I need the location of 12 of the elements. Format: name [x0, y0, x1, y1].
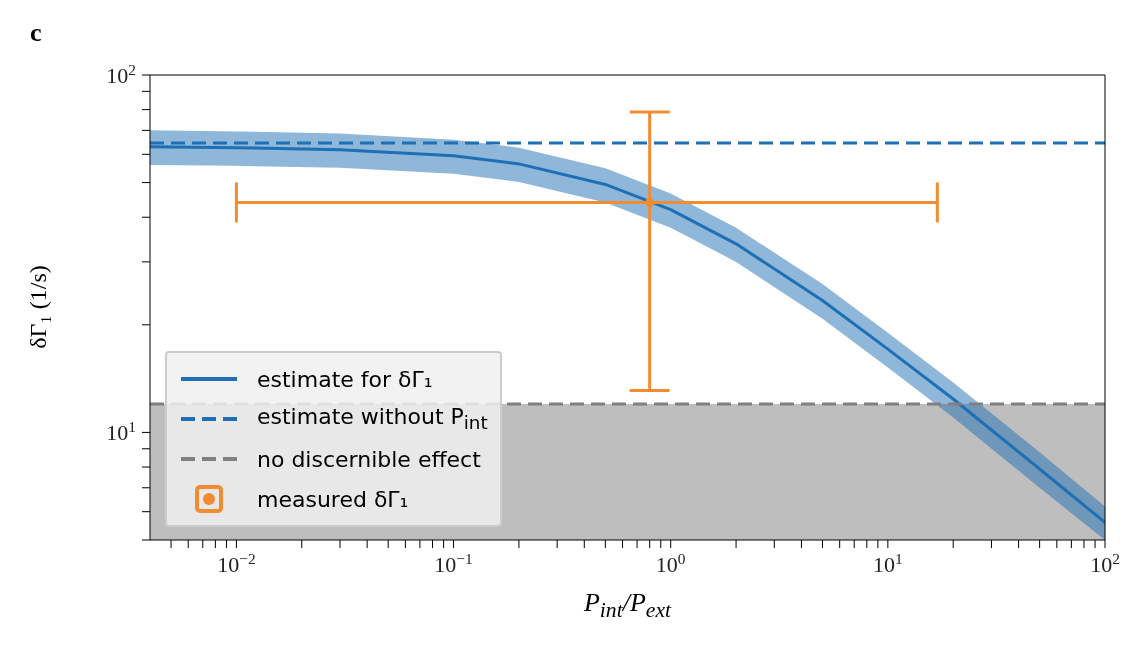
x-tick-label: 10$^{−2}$ [217, 549, 256, 577]
chart-title: c [30, 18, 42, 48]
legend-label: estimate for δΓ₁ [257, 366, 433, 392]
x-tick-label: 10$^{1}$ [873, 549, 903, 577]
x-tick-label: 10$^{−1}$ [434, 549, 473, 577]
legend-label: measured δΓ₁ [257, 486, 409, 512]
y-axis-title: δΓ₁ (1/s) [24, 265, 52, 349]
legend-label: no discernible effect [257, 446, 481, 472]
x-tick-label: 10$^{0}$ [655, 549, 686, 577]
x-axis-title: P$_{int}$/P$_{ext}$ [582, 588, 673, 624]
legend-label: estimate without P$_{int}$ [257, 404, 488, 434]
x-tick-label: 10$^{2}$ [1090, 549, 1120, 577]
